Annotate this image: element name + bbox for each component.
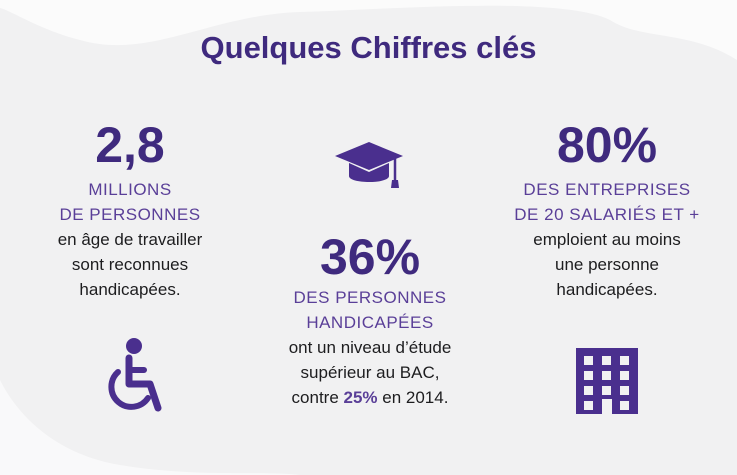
stat-companies: 80% DES ENTREPRISES DE 20 SALARIÉS ET + … [487,117,727,302]
graduation-cap-icon [335,142,403,188]
stat-text-line: handicapées. [556,280,658,299]
stat-text-line: sont reconnues [71,255,189,274]
stat-text-line: supérieur au BAC, [300,363,440,382]
text-suffix: en 2014. [377,388,449,407]
stat-value: 36% [319,229,421,285]
stat-caps-line: DES PERSONNES [293,288,447,307]
stat-caps-line: DE 20 SALARIÉS ET + [514,205,700,224]
stat-education: 36% DES PERSONNES HANDICAPÉES ont un niv… [250,229,490,410]
stat-text-line: ont un niveau d’étude [288,338,452,357]
page-title: Quelques Chiffres clés [200,30,537,65]
text-prefix: contre [291,388,344,407]
wheelchair-icon [108,338,162,412]
stat-value: 80% [556,117,658,173]
building-icon [576,348,638,414]
stat-caps-line: HANDICAPÉES [306,313,434,332]
highlight-value: 25% [343,388,378,407]
stat-text-line: une personne [555,255,659,274]
stat-millions: 2,8 MILLIONS DE PERSONNES en âge de trav… [40,117,220,302]
stat-caps-line: MILLIONS [88,180,172,199]
stat-caps-line: DE PERSONNES [59,205,201,224]
stat-text-line: emploient au moins [533,230,681,249]
stat-caps-line: DES ENTREPRISES [523,180,691,199]
stat-text-line: handicapées. [79,280,181,299]
stat-value: 2,8 [95,117,165,173]
stat-text-line: contre 25% en 2014. [250,385,490,410]
stat-text-line: en âge de travailler [57,230,203,249]
